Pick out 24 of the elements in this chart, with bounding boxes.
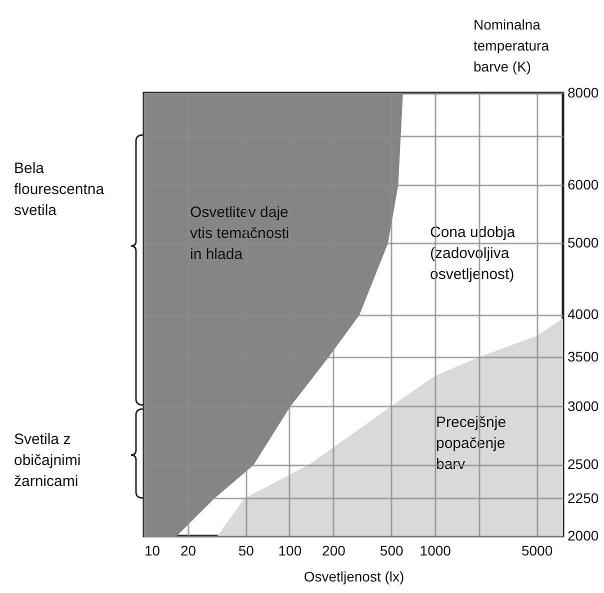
x-tick-label: 20 bbox=[180, 542, 196, 558]
annotation: Cona udobja (zadovoljiva osvetljenost) bbox=[430, 224, 516, 283]
y-tick-label: 3500 bbox=[568, 348, 599, 365]
y-tick-label: 2000 bbox=[568, 528, 599, 544]
text: Svetila z običajnimi žarnicami bbox=[14, 431, 81, 490]
y-tick-label: 6000 bbox=[568, 176, 599, 192]
y-tick-label: 8000 bbox=[568, 84, 599, 100]
y-tick-label: 2500 bbox=[568, 456, 599, 472]
x-tick-label: 500 bbox=[380, 542, 404, 558]
y-tick-label: 4000 bbox=[568, 306, 599, 322]
y-tick-label: 3000 bbox=[568, 398, 599, 414]
x-tick-label: 10 bbox=[144, 542, 160, 558]
x-tick-label: 1000 bbox=[420, 542, 452, 558]
x-tick-label: 200 bbox=[322, 542, 346, 558]
x-axis-title: Osvetljenost (lx) bbox=[304, 568, 404, 584]
y-axis-title: Nominalna temperatura barve (K) bbox=[474, 16, 550, 74]
text: Bela flourescentna svetila bbox=[14, 160, 105, 219]
x-tick-label: 5000 bbox=[521, 542, 553, 558]
y-tick-label: 5000 bbox=[568, 234, 599, 251]
annotation: Osvetlitev daje vtis temačnosti in hlada bbox=[190, 204, 290, 263]
annotation: Precejšnje popačenje barv bbox=[436, 414, 506, 473]
x-tick-label: 100 bbox=[278, 542, 302, 558]
x-tick-label: 50 bbox=[238, 542, 254, 558]
y-tick-label: 2250 bbox=[568, 490, 599, 506]
